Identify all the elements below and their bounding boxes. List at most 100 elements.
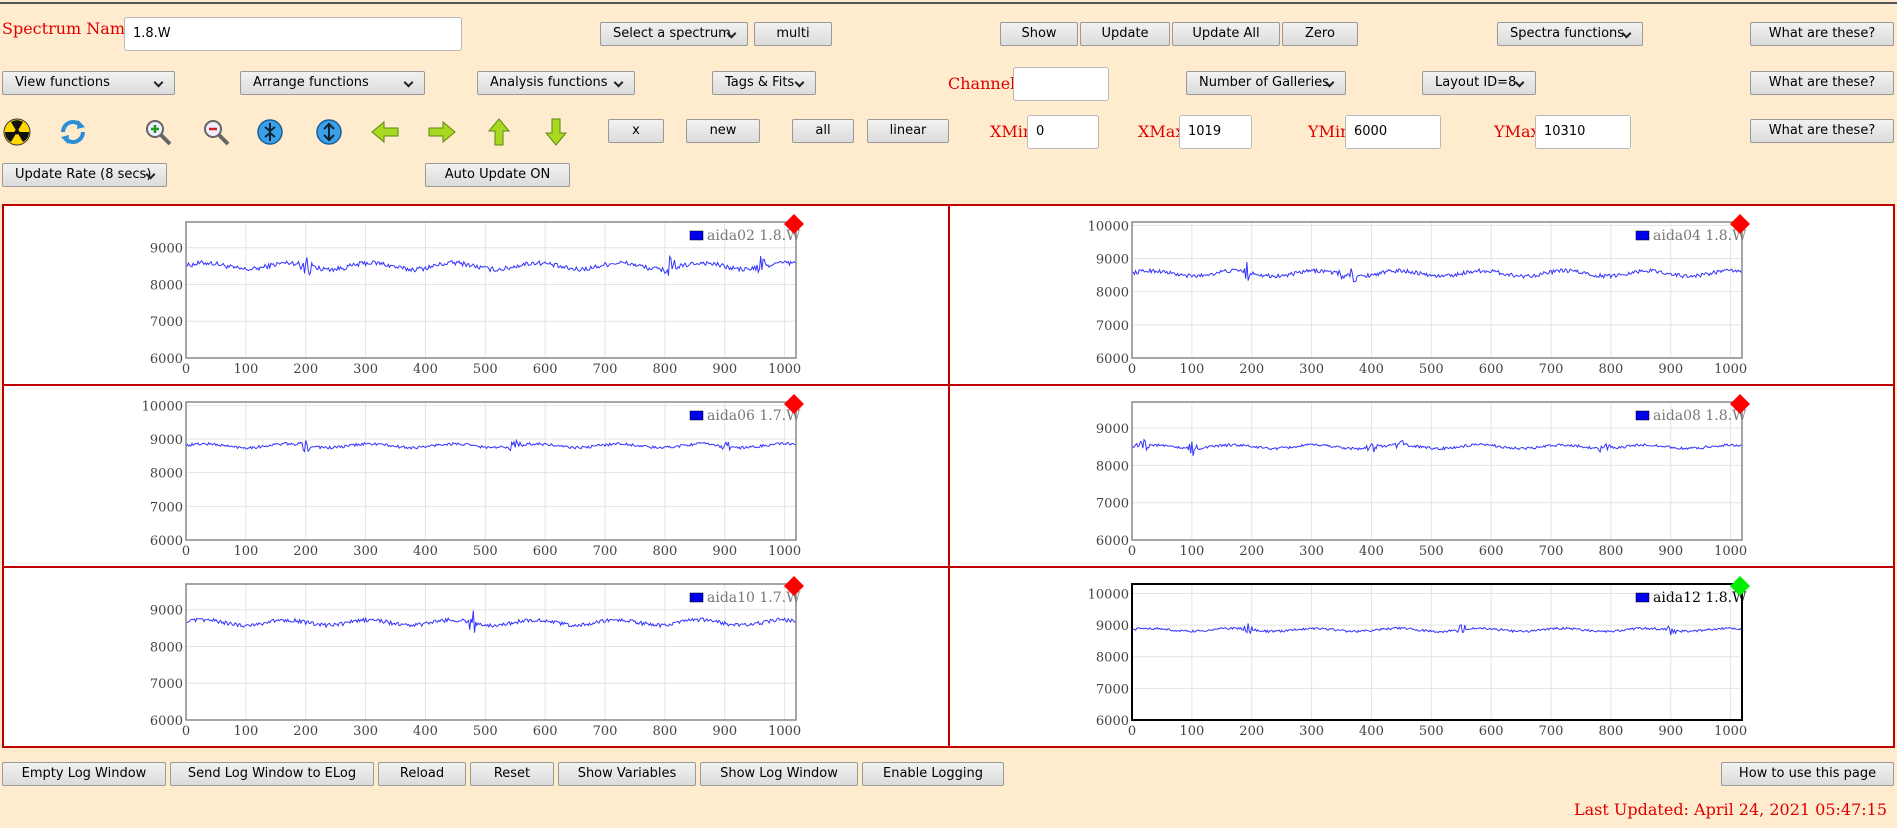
send-log-to-elog-button[interactable]: Send Log Window to ELog: [170, 762, 374, 786]
spectrum-plot[interactable]: 0 100 200 300 400 500 600 700 800 900 1000 6000 7000…: [4, 206, 948, 384]
spectrum-panel-1[interactable]: 0 100 200 300 400 500 600 700 800 900 1000 6000 7000…: [2, 204, 950, 386]
auto-update-button[interactable]: Auto Update ON: [425, 163, 570, 187]
plot-area: [186, 222, 796, 358]
spectrum-panel-4[interactable]: 0 100 200 300 400 500 600 700 800 900 1000 6000 7000…: [948, 384, 1895, 568]
channel-input[interactable]: [1013, 67, 1109, 101]
enable-logging-button[interactable]: Enable Logging: [862, 762, 1004, 786]
what-are-these-button-3[interactable]: What are these?: [1750, 119, 1894, 143]
spectra-functions-dropdown[interactable]: Spectra functions: [1497, 22, 1643, 46]
x-tick-label: 500: [473, 544, 498, 559]
update-rate-dropdown[interactable]: Update Rate (8 secs): [2, 163, 167, 187]
refresh-icon[interactable]: [58, 117, 88, 147]
y-tick-label: 10000: [1088, 219, 1129, 234]
layout-id-dropdown[interactable]: Layout ID=8: [1422, 71, 1536, 95]
x-tick-label: 300: [353, 724, 378, 739]
x-tick-label: 200: [1239, 362, 1264, 377]
update-button[interactable]: Update: [1080, 22, 1170, 46]
reload-button[interactable]: Reload: [378, 762, 466, 786]
x-tick-label: 1000: [1714, 724, 1747, 739]
tags-fits-dropdown[interactable]: Tags & Fits: [712, 71, 816, 95]
spectrum-name-input[interactable]: 1.8.W: [124, 17, 462, 51]
show-log-window-button[interactable]: Show Log Window: [700, 762, 858, 786]
reset-button[interactable]: Reset: [470, 762, 554, 786]
legend-swatch: [1635, 230, 1650, 241]
zoom-in-icon[interactable]: [143, 117, 173, 147]
plot-area: [1132, 584, 1742, 720]
zoom-out-icon[interactable]: [201, 117, 231, 147]
x-tick-label: 1000: [1714, 544, 1747, 559]
x-tick-label: 400: [1359, 724, 1384, 739]
xmax-input[interactable]: 1019: [1179, 115, 1252, 149]
spectrum-panel-2[interactable]: 0 100 200 300 400 500 600 700 800 900 1000 6000 7000…: [948, 204, 1895, 386]
spectrum-plot[interactable]: 0 100 200 300 400 500 600 700 800 900 1000 6000 7000…: [950, 568, 1893, 746]
status-indicator-icon: [1730, 576, 1750, 596]
expand-y-icon[interactable]: [255, 117, 285, 147]
plot-frame: [185, 221, 797, 359]
y-tick-label: 6000: [1096, 352, 1129, 367]
left-arrow-icon[interactable]: [370, 117, 400, 147]
x-tick-label: 700: [593, 544, 618, 559]
how-to-use-button[interactable]: How to use this page: [1721, 762, 1894, 786]
up-arrow-icon[interactable]: [484, 117, 514, 147]
top-divider: [0, 2, 1897, 4]
spectrum-plot[interactable]: 0 100 200 300 400 500 600 700 800 900 1000 6000 7000…: [950, 386, 1893, 566]
y-tick-label: 9000: [1096, 619, 1129, 634]
x-tick-label: 1000: [768, 724, 801, 739]
legend-label: aida06 1.7.W: [707, 408, 801, 424]
x-button[interactable]: x: [608, 119, 664, 143]
down-arrow-icon[interactable]: [541, 117, 571, 147]
x-tick-label: 800: [652, 544, 677, 559]
linear-button[interactable]: linear: [867, 119, 949, 143]
legend-swatch: [689, 230, 704, 241]
number-of-galleries-dropdown[interactable]: Number of Galleries: [1186, 71, 1346, 95]
x-tick-label: 100: [233, 362, 258, 377]
select-spectrum-dropdown[interactable]: Select a spectrum: [600, 22, 748, 46]
x-tick-label: 200: [293, 544, 318, 559]
spectrum-panel-3[interactable]: 0 100 200 300 400 500 600 700 800 900 1000 6000 7000…: [2, 384, 950, 568]
x-tick-label: 800: [652, 724, 677, 739]
what-are-these-button-1[interactable]: What are these?: [1750, 22, 1894, 46]
status-indicator-icon: [1730, 394, 1750, 414]
multi-button[interactable]: multi: [754, 22, 832, 46]
y-tick-label: 8000: [150, 640, 183, 655]
y-tick-label: 8000: [1096, 459, 1129, 474]
update-all-button[interactable]: Update All: [1172, 22, 1280, 46]
spectrum-panel-6[interactable]: 0 100 200 300 400 500 600 700 800 900 1000 6000 7000…: [948, 566, 1895, 748]
arrange-functions-dropdown[interactable]: Arrange functions: [240, 71, 425, 95]
x-tick-label: 0: [1128, 362, 1136, 377]
spectrum-panel-5[interactable]: 0 100 200 300 400 500 600 700 800 900 1000 6000 7000…: [2, 566, 950, 748]
what-are-these-button-2[interactable]: What are these?: [1750, 71, 1894, 95]
new-button[interactable]: new: [686, 119, 760, 143]
x-tick-label: 0: [1128, 724, 1136, 739]
ymin-input[interactable]: 6000: [1345, 115, 1441, 149]
compress-y-icon[interactable]: [314, 117, 344, 147]
show-button[interactable]: Show: [1000, 22, 1078, 46]
plot-area: [1132, 222, 1742, 358]
radiation-icon[interactable]: [2, 117, 32, 147]
y-tick-label: 6000: [150, 352, 183, 367]
xmin-input[interactable]: 0: [1027, 115, 1099, 149]
show-variables-button[interactable]: Show Variables: [558, 762, 696, 786]
right-arrow-icon[interactable]: [427, 117, 457, 147]
x-tick-label: 100: [233, 544, 258, 559]
spectrum-plot[interactable]: 0 100 200 300 400 500 600 700 800 900 1000 6000 7000…: [4, 568, 948, 746]
spectrum-plot[interactable]: 0 100 200 300 400 500 600 700 800 900 1000 6000 7000…: [4, 386, 948, 566]
analysis-functions-dropdown[interactable]: Analysis functions: [477, 71, 635, 95]
x-tick-label: 400: [413, 544, 438, 559]
all-button[interactable]: all: [792, 119, 854, 143]
x-tick-label: 100: [1179, 544, 1204, 559]
plot-frame: [185, 583, 797, 721]
x-tick-label: 600: [533, 362, 558, 377]
view-functions-dropdown[interactable]: View functions: [2, 71, 175, 95]
ymax-input[interactable]: 10310: [1535, 115, 1631, 149]
y-tick-label: 7000: [1096, 497, 1129, 512]
y-tick-label: 8000: [150, 278, 183, 293]
spectrum-plot[interactable]: 0 100 200 300 400 500 600 700 800 900 1000 6000 7000…: [950, 206, 1893, 384]
y-tick-label: 8000: [1096, 286, 1129, 301]
plot-area: [186, 402, 796, 540]
x-tick-label: 900: [712, 544, 737, 559]
status-indicator-icon: [784, 394, 804, 414]
zero-button[interactable]: Zero: [1282, 22, 1358, 46]
empty-log-window-button[interactable]: Empty Log Window: [2, 762, 166, 786]
x-tick-label: 700: [593, 362, 618, 377]
